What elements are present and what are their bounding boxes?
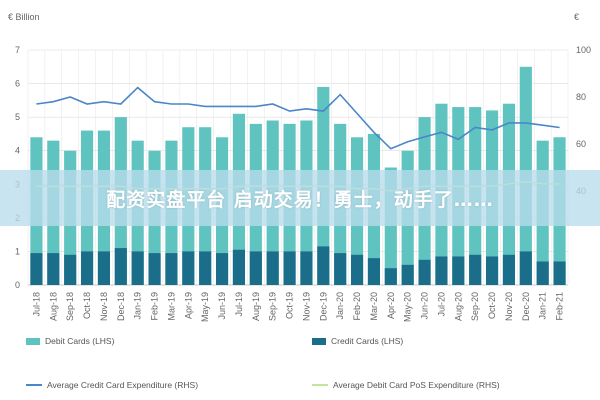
banner-text: 配资实盘平台 启动交易！勇士，动手了……: [106, 188, 494, 211]
left-tick-label: 0: [15, 280, 20, 290]
bar-credit-Sep-19: [266, 251, 279, 285]
bar-credit-Jul-20: [435, 256, 448, 285]
bar-credit-Mar-19: [165, 253, 178, 285]
legend-label-avg-credit: Average Credit Card Expenditure (RHS): [47, 380, 199, 390]
bar-credit-Nov-18: [97, 251, 111, 285]
axis-ticks: 01234567406080100Jul-18Aug-18Sep-18Oct-1…: [15, 45, 591, 322]
bar-credit-Aug-20: [452, 256, 465, 285]
bar-credit-Feb-19: [148, 253, 161, 285]
bar-credit-Aug-19: [249, 251, 262, 285]
x-tick-label: Aug-20: [453, 292, 463, 321]
x-tick-label: Apr-20: [386, 292, 396, 319]
x-tick-label: Sep-20: [470, 292, 480, 321]
x-tick-label: Feb-19: [150, 292, 160, 321]
x-tick-label: Jul-19: [234, 292, 244, 317]
bar-credit-Apr-20: [384, 268, 397, 285]
x-tick-label: Dec-18: [116, 292, 126, 321]
line-avg-credit-expenditure: [36, 86, 560, 150]
x-tick-label: Mar-20: [369, 292, 379, 321]
legend-swatch-credit: [312, 337, 326, 345]
bar-credit-Sep-18: [64, 254, 77, 285]
legend-debit-cards: Debit Cards (LHS): [26, 336, 114, 346]
bar-credit-Nov-20: [502, 254, 516, 285]
x-tick-label: May-19: [200, 292, 210, 322]
bar-credit-Jul-18: [30, 253, 43, 285]
right-axis-unit: €: [574, 12, 579, 22]
bar-credit-Aug-18: [47, 253, 60, 285]
right-tick-label: 100: [576, 45, 591, 55]
x-tick-label: Nov-18: [99, 292, 109, 321]
legend-label-credit: Credit Cards (LHS): [331, 336, 404, 346]
left-tick-label: 5: [15, 112, 20, 122]
x-tick-label: Oct-18: [82, 292, 92, 319]
bar-credit-Jan-20: [334, 253, 347, 285]
x-tick-label: May-20: [403, 292, 413, 322]
left-tick-label: 7: [15, 45, 20, 55]
x-tick-label: Sep-18: [65, 292, 75, 321]
chart-legend: Debit Cards (LHS) Credit Cards (LHS) Ave…: [0, 336, 600, 400]
x-tick-label: Sep-19: [268, 292, 278, 321]
x-tick-label: Jul-18: [31, 292, 41, 317]
bar-credit-Sep-20: [469, 254, 482, 285]
bar-credit-Oct-19: [283, 251, 296, 285]
x-tick-label: Feb-21: [555, 292, 565, 321]
bar-credit-Jan-19: [131, 251, 144, 285]
x-tick-label: Mar-19: [166, 292, 176, 321]
x-tick-label: Dec-20: [521, 292, 531, 321]
bar-credit-Apr-19: [182, 251, 195, 285]
bar-credit-Nov-19: [300, 251, 313, 285]
left-tick-label: 6: [15, 79, 20, 89]
left-axis-unit: € Billion: [8, 12, 40, 22]
legend-swatch-avg-credit: [26, 384, 42, 386]
right-tick-label: 80: [576, 92, 586, 102]
legend-label-avg-debit: Average Debit Card PoS Expenditure (RHS): [333, 380, 500, 390]
x-tick-label: Jul-20: [436, 292, 446, 317]
bar-credit-Feb-20: [350, 254, 364, 285]
x-tick-label: Oct-19: [285, 292, 295, 319]
chart-canvas: 01234567406080100Jul-18Aug-18Sep-18Oct-1…: [8, 12, 591, 322]
bar-credit-Jun-19: [215, 253, 229, 285]
x-tick-label: Jun-20: [420, 292, 430, 320]
legend-swatch-avg-debit: [312, 384, 328, 386]
x-tick-label: Jan-19: [133, 292, 143, 320]
bar-credit-Mar-20: [367, 258, 381, 285]
bar-credit-May-19: [199, 251, 212, 285]
bar-credit-Dec-19: [317, 246, 330, 285]
left-tick-label: 4: [15, 146, 20, 156]
bar-credit-Jun-20: [418, 259, 431, 285]
x-tick-label: Oct-20: [487, 292, 497, 319]
x-tick-label: Aug-18: [48, 292, 58, 321]
right-tick-label: 60: [576, 139, 586, 149]
x-tick-label: Aug-19: [251, 292, 261, 321]
bar-credit-Dec-18: [114, 248, 127, 285]
legend-credit-cards: Credit Cards (LHS): [312, 336, 403, 346]
bar-credit-Feb-21: [553, 261, 566, 285]
bar-credit-Jan-21: [536, 261, 549, 285]
x-tick-label: Apr-19: [183, 292, 193, 319]
legend-label-debit: Debit Cards (LHS): [45, 336, 115, 346]
x-tick-label: Nov-19: [301, 292, 311, 321]
left-tick-label: 1: [15, 246, 20, 256]
bar-credit-Dec-20: [519, 251, 532, 285]
x-tick-label: Dec-19: [318, 292, 328, 321]
x-tick-label: Jan-21: [538, 292, 548, 320]
bar-credit-Oct-18: [80, 251, 94, 285]
x-tick-label: Feb-20: [352, 292, 362, 321]
legend-avg-credit: Average Credit Card Expenditure (RHS): [26, 380, 198, 390]
legend-avg-debit: Average Debit Card PoS Expenditure (RHS): [312, 380, 500, 390]
bar-credit-May-20: [401, 264, 414, 285]
x-tick-label: Nov-20: [504, 292, 514, 321]
bar-credit-Oct-20: [485, 256, 499, 285]
bar-credit-Jul-19: [232, 249, 246, 285]
overlay-banner[interactable]: 配资实盘平台 启动交易！勇士，动手了……: [0, 170, 600, 226]
x-tick-label: Jan-20: [335, 292, 345, 320]
legend-swatch-debit: [26, 337, 40, 345]
x-tick-label: Jun-19: [217, 292, 227, 320]
